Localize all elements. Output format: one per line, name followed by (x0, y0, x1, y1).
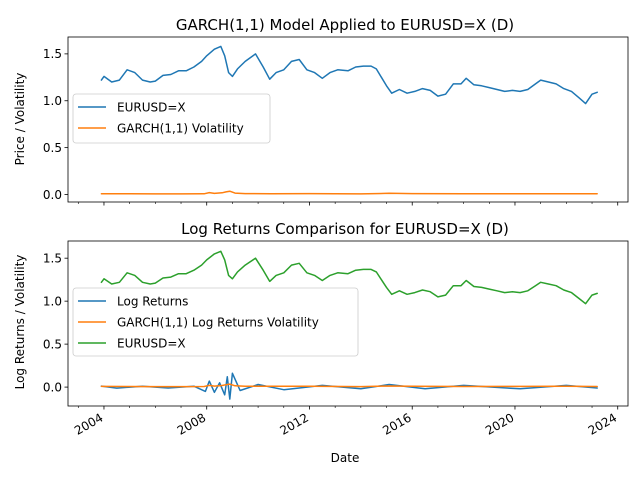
y-tick-label: 0.0 (43, 380, 62, 394)
x-tick-label: 2008 (175, 410, 208, 437)
series-line-eurusd-x (100, 250, 598, 305)
x-tick-label: 2012 (278, 410, 311, 437)
legend-label-log-returns: Log Returns (117, 295, 188, 309)
y-tick-label: 1.0 (43, 94, 62, 108)
series-line-garch-1-1-log-returns-volatility (100, 383, 598, 388)
y-tick-label: 0.0 (43, 188, 62, 202)
x-axis-label: Date (331, 451, 360, 465)
chart-title: Log Returns Comparison for EURUSD=X (D) (181, 220, 509, 238)
axes-frame (67, 36, 629, 203)
y-tick-label: 0.5 (43, 141, 62, 155)
x-tick-label: 2004 (72, 410, 105, 437)
y-tick-label: 0.5 (43, 337, 62, 351)
series-layer (100, 250, 598, 400)
price-volatility-panel: GARCH(1,1) Model Applied to EURUSD=X (D)… (13, 16, 629, 206)
y-tick-label: 1.5 (43, 251, 62, 265)
x-tick-label: 2024 (586, 410, 619, 437)
legend-label-eurusd: EURUSD=X (117, 337, 186, 351)
legend-label-garch-volatility: GARCH(1,1) Volatility (117, 122, 244, 136)
legend: EURUSD=X GARCH(1,1) Volatility (72, 93, 271, 144)
series-line-garch-1-1-volatility (100, 190, 598, 195)
axes-frame (67, 240, 629, 407)
chart-title: GARCH(1,1) Model Applied to EURUSD=X (D) (176, 16, 514, 34)
y-tick-label: 1.0 (43, 294, 62, 308)
legend-frame (72, 93, 271, 144)
legend: Log Returns GARCH(1,1) Log Returns Volat… (72, 287, 359, 357)
y-axis-label: Log Returns / Volatility (13, 255, 27, 390)
legend-label-eurusd: EURUSD=X (117, 101, 186, 115)
log-returns-panel: Log Returns Comparison for EURUSD=X (D) … (13, 220, 629, 465)
series-line-eurusd-x (100, 45, 598, 105)
x-tick-label: 2020 (483, 410, 516, 437)
y-axis-label: Price / Volatility (13, 73, 27, 166)
series-layer (100, 45, 598, 195)
y-tick-label: 1.5 (43, 47, 62, 61)
x-tick-label: 2016 (380, 410, 413, 437)
legend-label-garch-log-returns-volatility: GARCH(1,1) Log Returns Volatility (117, 316, 319, 330)
legend-frame (72, 287, 359, 357)
